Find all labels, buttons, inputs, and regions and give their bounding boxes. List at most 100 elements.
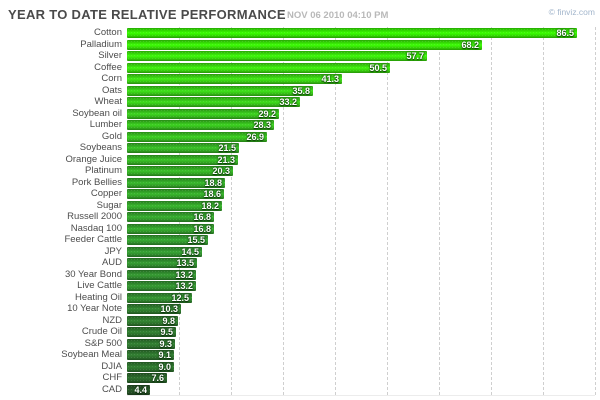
chart-row: Soybean Meal 9.1 [0,349,595,361]
bar: 68.2 [127,39,482,50]
chart-row: Lumber 28.3 [0,119,595,131]
chart-row: Live Cattle 13.2 [0,280,595,292]
bar-area: 35.8 [127,85,595,97]
bar: 86.5 [127,28,577,38]
bar-area: 68.2 [127,39,595,51]
chart-row: Heating Oil 12.5 [0,292,595,304]
chart-row: Soybean oil 29.2 [0,108,595,120]
bar: 16.8 [127,223,214,234]
category-label: Silver [98,50,122,61]
gridlines [127,27,596,396]
category-label: Heating Oil [75,291,122,303]
chart-row: Coffee 50.5 [0,62,595,74]
category-label: Gold [101,130,122,142]
bar-area: 9.3 [127,338,595,350]
category-label: Soybean Meal [61,349,122,360]
bar-area: 33.2 [127,96,595,108]
bar-area: 21.3 [127,154,595,166]
category-label: DJIA [101,360,122,372]
category-label: Corn [101,73,122,84]
value-label: 57.7 [406,51,424,61]
value-label: 86.5 [556,28,574,38]
category-label: Pork Bellies [71,176,122,188]
bar-area: 12.5 [127,292,595,304]
value-label: 7.6 [151,373,164,383]
category-label: Coffee [94,61,122,73]
bar: 35.8 [127,85,313,96]
category-label: Feeder Cattle [64,234,122,245]
value-label: 4.4 [134,384,147,395]
bar-area: 18.8 [127,177,595,189]
chart-title: YEAR TO DATE RELATIVE PERFORMANCE [8,7,286,22]
value-label: 9.8 [162,315,175,326]
category-label: CAD [101,383,122,395]
value-label: 68.2 [461,39,479,50]
category-label: CHF [102,372,122,383]
chart-row: Palladium 68.2 [0,39,595,51]
bar-area: 41.3 [127,73,595,85]
value-label: 14.5 [181,246,199,257]
bar: 9.1 [127,350,174,360]
bar: 9.8 [127,315,178,326]
value-label: 9.5 [160,327,173,337]
bar-area: 10.3 [127,303,595,315]
category-label: 30 Year Bond [64,268,122,280]
category-label: Lumber [89,119,122,130]
category-label: Crude Oil [81,326,122,337]
chart-row: JPY 14.5 [0,246,595,258]
bar-area: 57.7 [127,50,595,62]
bar: 12.5 [127,292,192,303]
bar-area: 86.5 [127,27,595,39]
bar: 13.5 [127,258,197,268]
value-label: 18.2 [201,200,219,211]
bar: 15.5 [127,235,208,245]
value-label: 13.2 [175,269,193,280]
bar: 10.3 [127,304,181,314]
category-label: Soybean oil [72,107,122,119]
value-label: 9.3 [159,338,172,349]
value-label: 9.0 [158,361,171,372]
chart-row: Soybeans 21.5 [0,142,595,154]
bar: 13.2 [127,269,196,280]
category-label: JPY [104,245,122,257]
value-label: 13.2 [175,281,193,291]
finviz-brand-link[interactable]: © finviz.com [548,7,595,17]
bar: 57.7 [127,51,427,61]
chart-row: Oats 35.8 [0,85,595,97]
bar-area: 21.5 [127,142,595,154]
chart-row: NZD 9.8 [0,315,595,327]
chart-row: Silver 57.7 [0,50,595,62]
bar: 9.3 [127,338,175,349]
bar: 14.5 [127,246,202,257]
chart-row: Russell 2000 16.8 [0,211,595,223]
bar: 16.8 [127,212,214,222]
chart-timestamp: NOV 06 2010 04:10 PM [287,10,389,21]
category-label: Orange Juice [65,153,122,165]
value-label: 18.8 [204,177,222,188]
chart-row: S&P 500 9.3 [0,338,595,350]
value-label: 15.5 [187,235,205,245]
chart-row: Copper 18.6 [0,188,595,200]
chart-row: Crude Oil 9.5 [0,326,595,338]
bar: 28.3 [127,120,274,130]
bar-area: 9.5 [127,326,595,338]
chart-row: DJIA 9.0 [0,361,595,373]
value-label: 50.5 [369,62,387,73]
bar: 13.2 [127,281,196,291]
chart-row: Pork Bellies 18.8 [0,177,595,189]
value-label: 33.2 [279,97,297,107]
category-label: Nasdaq 100 [70,222,122,234]
bar: 18.8 [127,177,225,188]
chart-row: Orange Juice 21.3 [0,154,595,166]
value-label: 13.5 [176,258,194,268]
bar-chart: Cotton 86.5 Palladium 68.2 Silver 57.7 C… [0,27,596,396]
bar-area: 15.5 [127,234,595,246]
value-label: 16.8 [193,212,211,222]
bar: 9.0 [127,361,174,372]
category-label: Platinum [85,165,122,176]
chart-row: Gold 26.9 [0,131,595,143]
value-label: 21.5 [218,143,236,153]
bar-area: 13.5 [127,257,595,269]
bar: 4.4 [127,384,150,395]
